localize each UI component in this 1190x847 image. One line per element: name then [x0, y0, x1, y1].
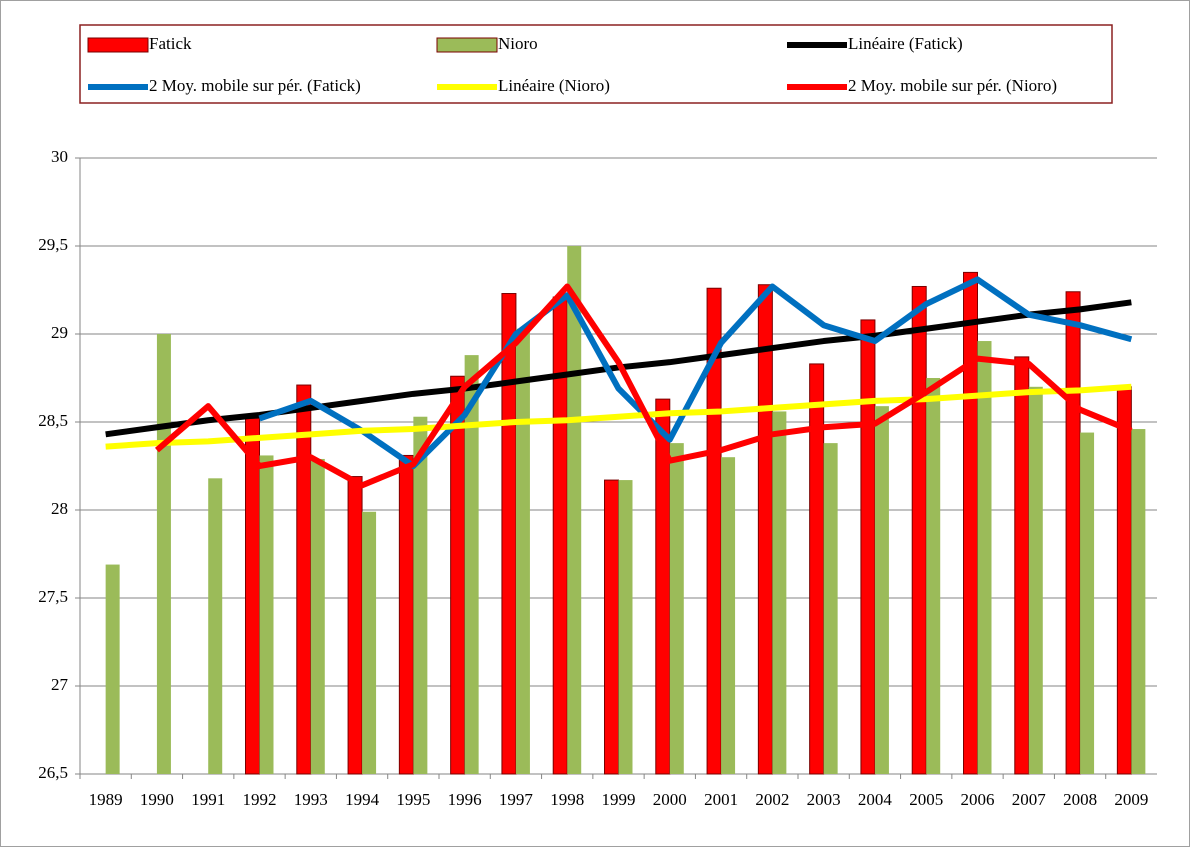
bar: [362, 511, 377, 774]
x-tick-label: 1995: [396, 790, 430, 809]
bar: [1028, 386, 1043, 774]
x-tick-label: 2002: [755, 790, 789, 809]
bar: [567, 246, 582, 774]
bar: [604, 479, 619, 775]
x-tick-label: 2005: [909, 790, 943, 809]
bar: [310, 458, 325, 774]
legend-label: 2 Moy. mobile sur pér. (Nioro): [848, 76, 1057, 95]
bar: [464, 355, 479, 774]
x-tick-label: 2004: [858, 790, 893, 809]
line: [258, 276, 1133, 469]
bar: [823, 443, 838, 774]
legend-label: Linéaire (Nioro): [498, 76, 610, 95]
bar: [772, 411, 787, 774]
x-tick-label: 2008: [1063, 790, 1097, 809]
x-tick-label: 1993: [294, 790, 328, 809]
x-tick-label: 1994: [345, 790, 380, 809]
x-tick-label: 2007: [1012, 790, 1047, 809]
bar: [1065, 291, 1081, 775]
bar: [874, 406, 889, 774]
bar: [156, 334, 171, 774]
y-tick-label: 26,5: [38, 763, 68, 782]
line: [154, 283, 1133, 489]
bar: [860, 319, 876, 775]
y-tick-label: 27,5: [38, 587, 68, 606]
legend-swatch: [436, 37, 498, 53]
x-tick-label: 1998: [550, 790, 584, 809]
bar: [963, 271, 978, 775]
x-tick-label: 1989: [89, 790, 123, 809]
x-tick-label: 2006: [961, 790, 995, 809]
bar: [450, 375, 466, 775]
bar: [911, 285, 927, 775]
x-tick-label: 2001: [704, 790, 738, 809]
bar: [259, 455, 274, 774]
x-tick-label: 1990: [140, 790, 174, 809]
bar: [1116, 386, 1132, 775]
y-tick-label: 27: [51, 675, 69, 694]
y-tick-label: 29,5: [38, 235, 68, 254]
x-tick-label: 1996: [448, 790, 482, 809]
legend-box: [79, 24, 1113, 104]
y-tick-label: 28,5: [38, 411, 68, 430]
legend-swatch: [87, 37, 149, 53]
x-tick-label: 1991: [191, 790, 225, 809]
bar: [296, 384, 312, 775]
x-tick-label: 1999: [602, 790, 636, 809]
x-tick-label: 1997: [499, 790, 534, 809]
bar: [669, 443, 684, 774]
bar: [1080, 432, 1095, 774]
x-tick-label: 1992: [243, 790, 277, 809]
bar: [1014, 356, 1030, 775]
bar: [757, 284, 773, 775]
bar: [515, 328, 530, 774]
bar: [977, 341, 992, 774]
x-tick-label: 2009: [1114, 790, 1148, 809]
y-tick-label: 30: [51, 147, 68, 166]
line: [105, 383, 1132, 450]
x-tick-label: 2003: [807, 790, 841, 809]
bar: [1131, 429, 1146, 774]
bar: [208, 478, 223, 774]
y-tick-label: 29: [51, 323, 68, 342]
bar: [501, 293, 517, 775]
bar: [245, 417, 260, 775]
bar: [105, 564, 120, 774]
legend-label: Nioro: [498, 34, 538, 53]
bar: [721, 457, 736, 774]
bar: [926, 378, 941, 774]
bar: [618, 480, 633, 774]
legend-label: Linéaire (Fatick): [848, 34, 963, 53]
x-tick-label: 2000: [653, 790, 687, 809]
bar: [413, 416, 428, 774]
bar: [347, 476, 363, 775]
legend-label: 2 Moy. mobile sur pér. (Fatick): [149, 76, 361, 95]
legend-label: Fatick: [149, 34, 192, 53]
y-tick-label: 28: [51, 499, 68, 518]
bar: [552, 296, 568, 775]
bar: [398, 454, 414, 775]
